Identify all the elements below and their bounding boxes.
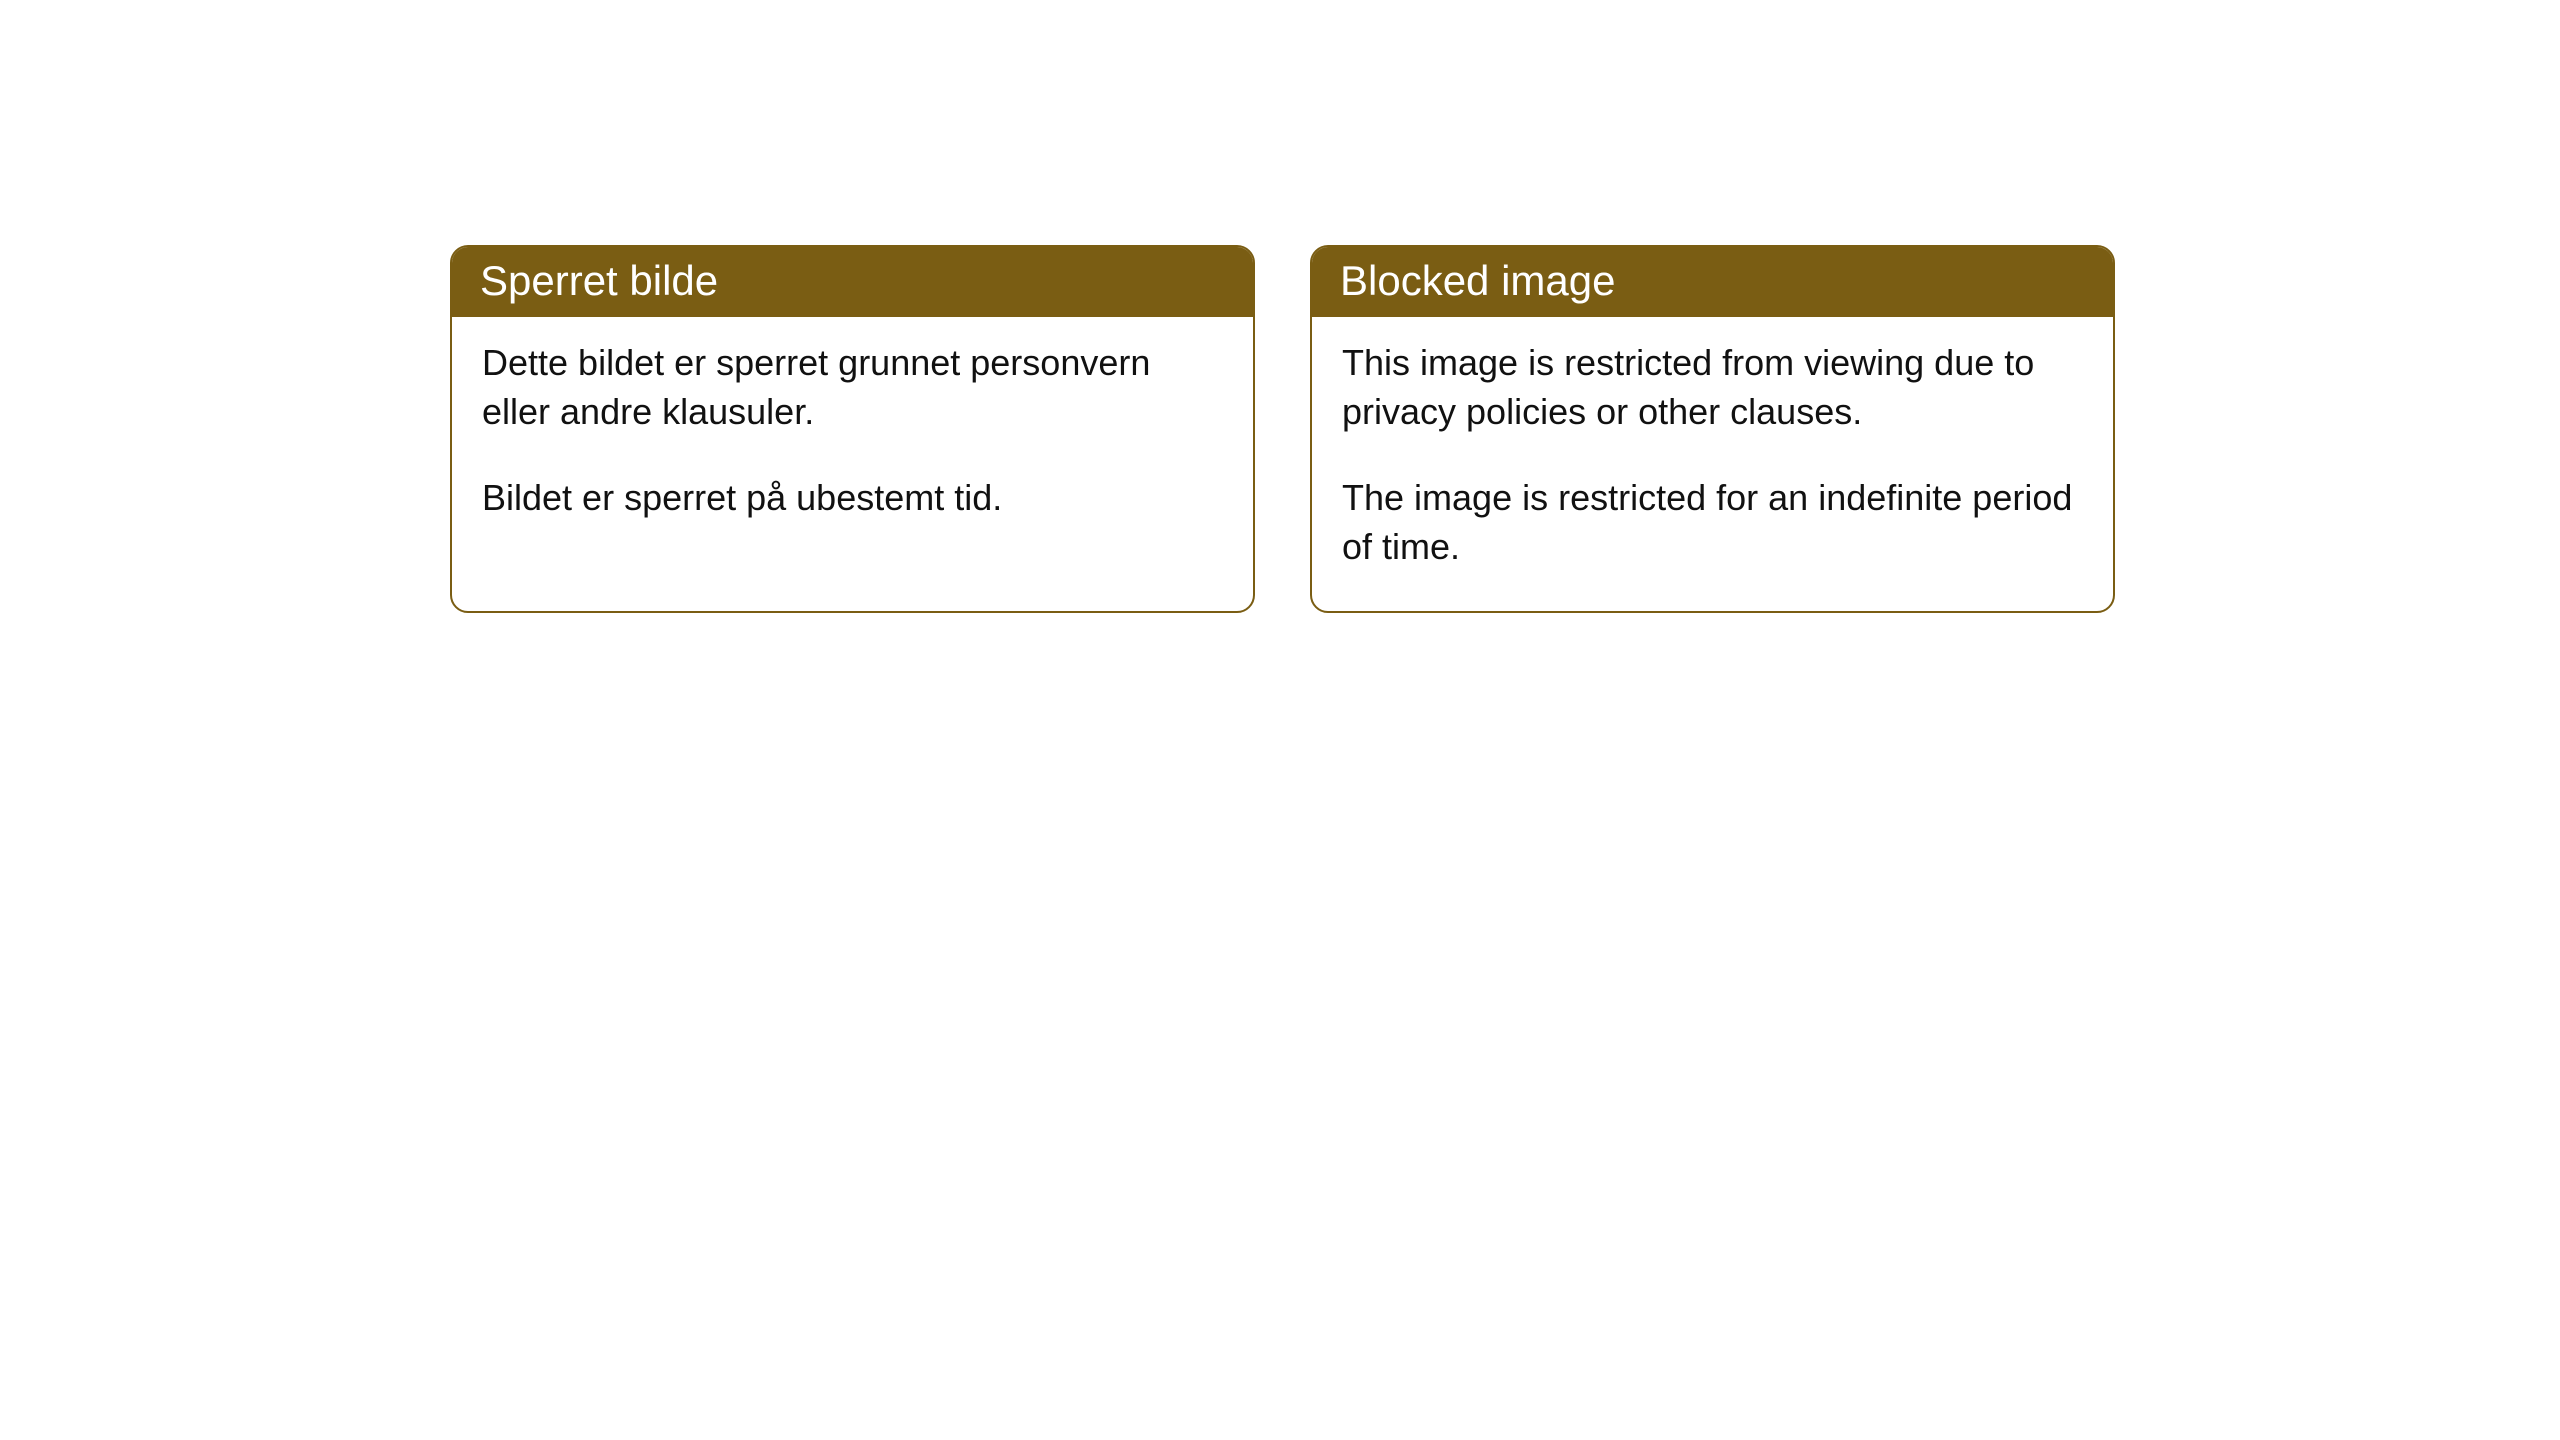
card-body-english: This image is restricted from viewing du… [1312,317,2113,611]
card-header-norwegian: Sperret bilde [452,247,1253,317]
card-title-norwegian: Sperret bilde [480,257,718,304]
card-paragraph-1-norwegian: Dette bildet er sperret grunnet personve… [482,339,1223,436]
card-body-norwegian: Dette bildet er sperret grunnet personve… [452,317,1253,563]
blocked-image-card-english: Blocked image This image is restricted f… [1310,245,2115,613]
card-paragraph-2-norwegian: Bildet er sperret på ubestemt tid. [482,474,1223,523]
card-paragraph-2-english: The image is restricted for an indefinit… [1342,474,2083,571]
card-title-english: Blocked image [1340,257,1615,304]
blocked-image-card-norwegian: Sperret bilde Dette bildet er sperret gr… [450,245,1255,613]
cards-container: Sperret bilde Dette bildet er sperret gr… [0,0,2560,613]
card-header-english: Blocked image [1312,247,2113,317]
card-paragraph-1-english: This image is restricted from viewing du… [1342,339,2083,436]
